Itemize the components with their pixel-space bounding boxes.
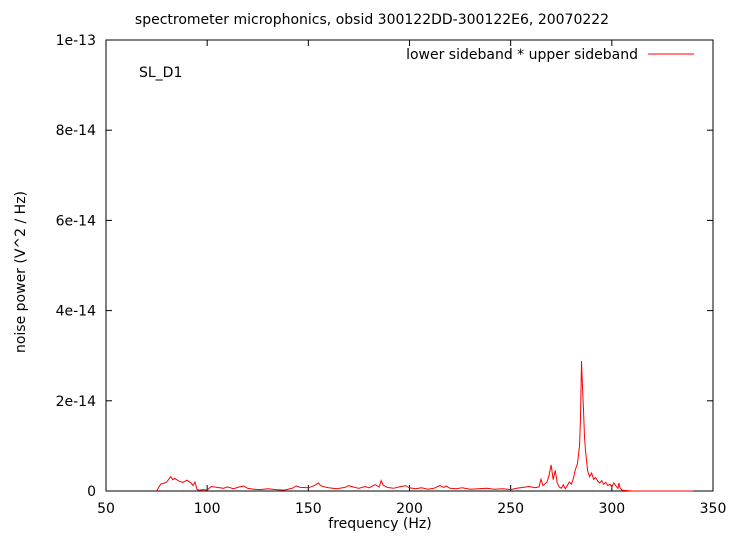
x-tick-label: 150 [295,501,322,517]
y-tick-label: 1e-13 [56,33,96,49]
y-tick-label: 0 [87,484,96,500]
x-tick-label: 250 [497,501,524,517]
x-axis-label: frequency (Hz) [328,516,431,532]
x-tick-label: 50 [97,501,115,517]
x-tick-label: 100 [194,501,221,517]
series-layer [156,361,693,492]
y-tick-label: 8e-14 [56,123,96,139]
chart-title: spectrometer microphonics, obsid 300122D… [135,12,609,28]
tick-labels: 50 100 150 200 250 300 350 0 2e-14 4e-14 6e-14 8e-1… [56,33,727,517]
legend-label: lower sideband * upper sideband [406,47,638,63]
plot-frame [105,39,714,492]
y-tick-label: 2e-14 [56,394,96,410]
x-tick-label: 200 [396,501,423,517]
y-tick-label: 6e-14 [56,213,96,229]
x-tick-label: 350 [700,501,727,517]
x-tick-label: 300 [598,501,625,517]
y-axis-label: noise power (V^2 / Hz) [13,191,29,353]
chart-annotation: SL_D1 [139,65,182,81]
series-line [156,361,693,492]
y-tick-label: 4e-14 [56,304,96,320]
axis-ticks [105,39,714,492]
